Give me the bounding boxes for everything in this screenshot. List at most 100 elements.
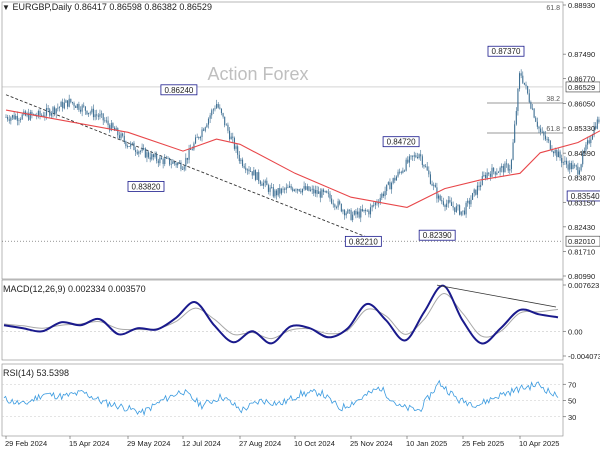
price-panel[interactable]: 61.8 38.2 61.8 0.86240 0.83820 0.84720 0.82210… — [2, 5, 600, 247]
rsi-panel[interactable] — [2, 379, 563, 418]
price-annotation-label: 0.83820 — [132, 182, 161, 191]
candle-body — [241, 159, 244, 167]
candle-body — [71, 102, 73, 103]
candle-body — [314, 190, 316, 194]
candle-body — [347, 209, 349, 214]
candle-body — [225, 124, 227, 126]
candle-body — [128, 146, 130, 147]
price-annotation-box — [344, 235, 382, 247]
candle-body — [186, 157, 188, 160]
candle-body — [400, 171, 402, 173]
price-tick-label-9: 0.81710 — [568, 247, 595, 256]
candle-body — [280, 188, 282, 194]
candle-body — [160, 157, 163, 160]
candle-body — [575, 165, 577, 167]
candle-body — [251, 171, 253, 176]
candle-body — [58, 106, 61, 108]
candle-body — [405, 159, 407, 171]
candle-body — [564, 160, 566, 163]
candle-body — [275, 190, 278, 196]
collapse-arrow-icon[interactable]: ▼ — [2, 3, 10, 12]
rsi-tick-label-1: 50 — [568, 397, 576, 406]
price-annotation-label: 0.83540 — [571, 192, 600, 201]
candle-body — [133, 142, 135, 151]
candle-body — [45, 108, 48, 116]
candle-body — [355, 210, 357, 215]
candle-body — [324, 191, 326, 192]
candle-body — [167, 157, 169, 159]
candle-body — [331, 198, 333, 204]
candle-body — [238, 154, 240, 162]
candle-body — [172, 161, 174, 164]
price-annotation-box — [418, 229, 456, 241]
candle-body — [363, 209, 365, 212]
candle-body — [413, 155, 415, 157]
candle-body — [175, 163, 177, 166]
candle-body — [271, 187, 273, 188]
candle-body — [164, 158, 166, 165]
candle-body — [465, 202, 467, 215]
candle-body — [204, 127, 206, 131]
candle-body — [47, 108, 49, 110]
candle-body — [484, 175, 487, 178]
candle-body — [36, 115, 38, 117]
x-tick-label-6: 25 Nov 2024 — [350, 439, 393, 448]
candle-body — [138, 151, 140, 154]
macd-panel[interactable] — [2, 284, 563, 345]
candle-body — [496, 172, 498, 175]
candle-body — [593, 126, 595, 136]
candle-body — [41, 115, 43, 117]
candle-body — [332, 203, 334, 205]
candle-body — [460, 211, 462, 215]
candle-body — [97, 115, 99, 117]
candle-body — [20, 119, 22, 121]
candle-body — [434, 184, 436, 188]
candle-body — [480, 185, 482, 187]
x-tick-label-2: 29 May 2024 — [127, 439, 170, 448]
candle-body — [79, 109, 82, 112]
candle-body — [191, 149, 193, 151]
candle-body — [491, 167, 493, 177]
macd-divergence-line — [436, 284, 557, 308]
price-annotation-box — [127, 181, 165, 192]
candle-body — [113, 127, 116, 131]
symbol-label: EURGBP,Daily — [12, 2, 72, 12]
candle-body — [533, 108, 535, 118]
candle-body — [569, 162, 571, 170]
price-tick-label-0: 0.88930 — [568, 1, 595, 10]
candle-body — [489, 173, 491, 177]
candle-body — [596, 119, 598, 129]
candle-body — [335, 207, 338, 208]
candle-body — [472, 193, 474, 200]
candle-body — [502, 166, 504, 173]
candle-body — [78, 104, 80, 110]
level-marker-tag-box — [565, 235, 600, 247]
rsi-tick-label-0: 70 — [568, 380, 576, 389]
candle-body — [199, 137, 201, 139]
candle-body — [452, 205, 454, 208]
candle-body — [439, 195, 441, 201]
price-tick-label-8: 0.82430 — [568, 223, 595, 232]
candle-body — [154, 154, 156, 158]
candle-body — [211, 110, 213, 116]
candle-body — [429, 174, 431, 184]
candle-body — [455, 206, 457, 212]
candle-body — [449, 200, 451, 203]
candle-body — [295, 189, 297, 191]
candle-body — [148, 152, 150, 158]
candle-body — [365, 209, 367, 212]
candle-body — [428, 170, 430, 175]
fib-label: 61.8 — [546, 5, 560, 12]
price-tick-label-7: 0.83150 — [568, 198, 595, 207]
candle-body — [303, 186, 305, 189]
candle-body — [81, 105, 83, 112]
candle-body — [180, 162, 182, 170]
fib-label: 61.8 — [546, 126, 560, 133]
candle-body — [321, 189, 323, 198]
price-annotation-label: 0.82390 — [423, 231, 452, 240]
candle-body — [258, 172, 260, 182]
candle-body — [454, 207, 456, 212]
candle-body — [342, 210, 344, 212]
candle-body — [13, 115, 15, 120]
candle-body — [88, 112, 90, 115]
